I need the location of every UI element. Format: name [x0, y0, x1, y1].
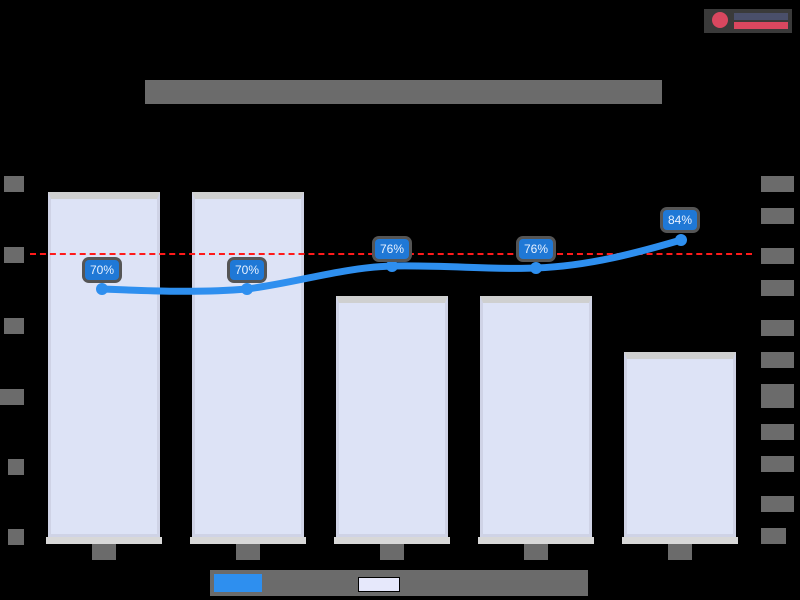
- data-label: 76%: [519, 239, 554, 259]
- y-left-tick-label: [3]: [4, 318, 24, 334]
- y-right-tick-label: [90%]: [761, 208, 794, 224]
- line-point: [675, 234, 687, 246]
- chart-title: [redacted chart title]: [145, 80, 662, 104]
- data-label: 70%: [230, 260, 265, 280]
- legend-label-line: [line series]: [264, 578, 352, 592]
- x-tick-label: [cat 4]: [524, 544, 548, 560]
- bar-base: [334, 537, 450, 544]
- data-label: 76%: [375, 239, 410, 259]
- logo-text-bottom: [734, 22, 788, 29]
- data-label: 70%: [85, 260, 120, 280]
- y-right-tick-label: [50%]: [761, 352, 794, 368]
- y-right-tick-label: [20%]: [761, 456, 794, 472]
- y-right-tick-label: [10%]: [761, 496, 794, 512]
- x-tick-label: [cat 5]: [668, 544, 692, 560]
- line-point: [96, 283, 108, 295]
- y-left-tick-label: [0]: [8, 529, 24, 545]
- legend-label-bar: [bar series]: [404, 578, 582, 592]
- bar-base: [190, 537, 306, 544]
- y-left-tick-label: [5]: [4, 176, 24, 192]
- y-right-tick-label: [100%]: [761, 176, 794, 192]
- x-tick-label: [cat 2]: [236, 544, 260, 560]
- bar-1: [48, 192, 160, 537]
- bar-base: [46, 537, 162, 544]
- line-point: [241, 283, 253, 295]
- line-point: [386, 260, 398, 272]
- y-right-tick-label: [60%]: [761, 320, 794, 336]
- y-right-tick-label: [0%]: [761, 528, 786, 544]
- y-right-tick-label: [30%]: [761, 424, 794, 440]
- logo-text-top: [734, 13, 788, 20]
- y-right-tick-label: [80%]: [761, 248, 794, 264]
- x-tick-label: [cat 3]: [380, 544, 404, 560]
- bar-5: [624, 352, 736, 537]
- x-tick-label: [cat 1]: [92, 544, 116, 560]
- bar-3: [336, 296, 448, 537]
- y-right-tick-label: [70%]: [761, 280, 794, 296]
- bar-base: [478, 537, 594, 544]
- legend-swatch-line: [214, 574, 262, 592]
- y-left-tick-label: [2]: [0, 389, 24, 405]
- logo: [704, 9, 792, 33]
- bar-2: [192, 192, 304, 537]
- y-right-tick-label: [40%]: [761, 384, 794, 408]
- y-left-tick-label: [4]: [4, 247, 24, 263]
- bar-4: [480, 296, 592, 537]
- logo-mark-icon: [712, 12, 728, 28]
- legend-swatch-bar: [358, 577, 400, 592]
- line-point: [530, 262, 542, 274]
- bar-base: [622, 537, 738, 544]
- y-left-tick-label: [1]: [8, 459, 24, 475]
- data-label: 84%: [663, 210, 698, 230]
